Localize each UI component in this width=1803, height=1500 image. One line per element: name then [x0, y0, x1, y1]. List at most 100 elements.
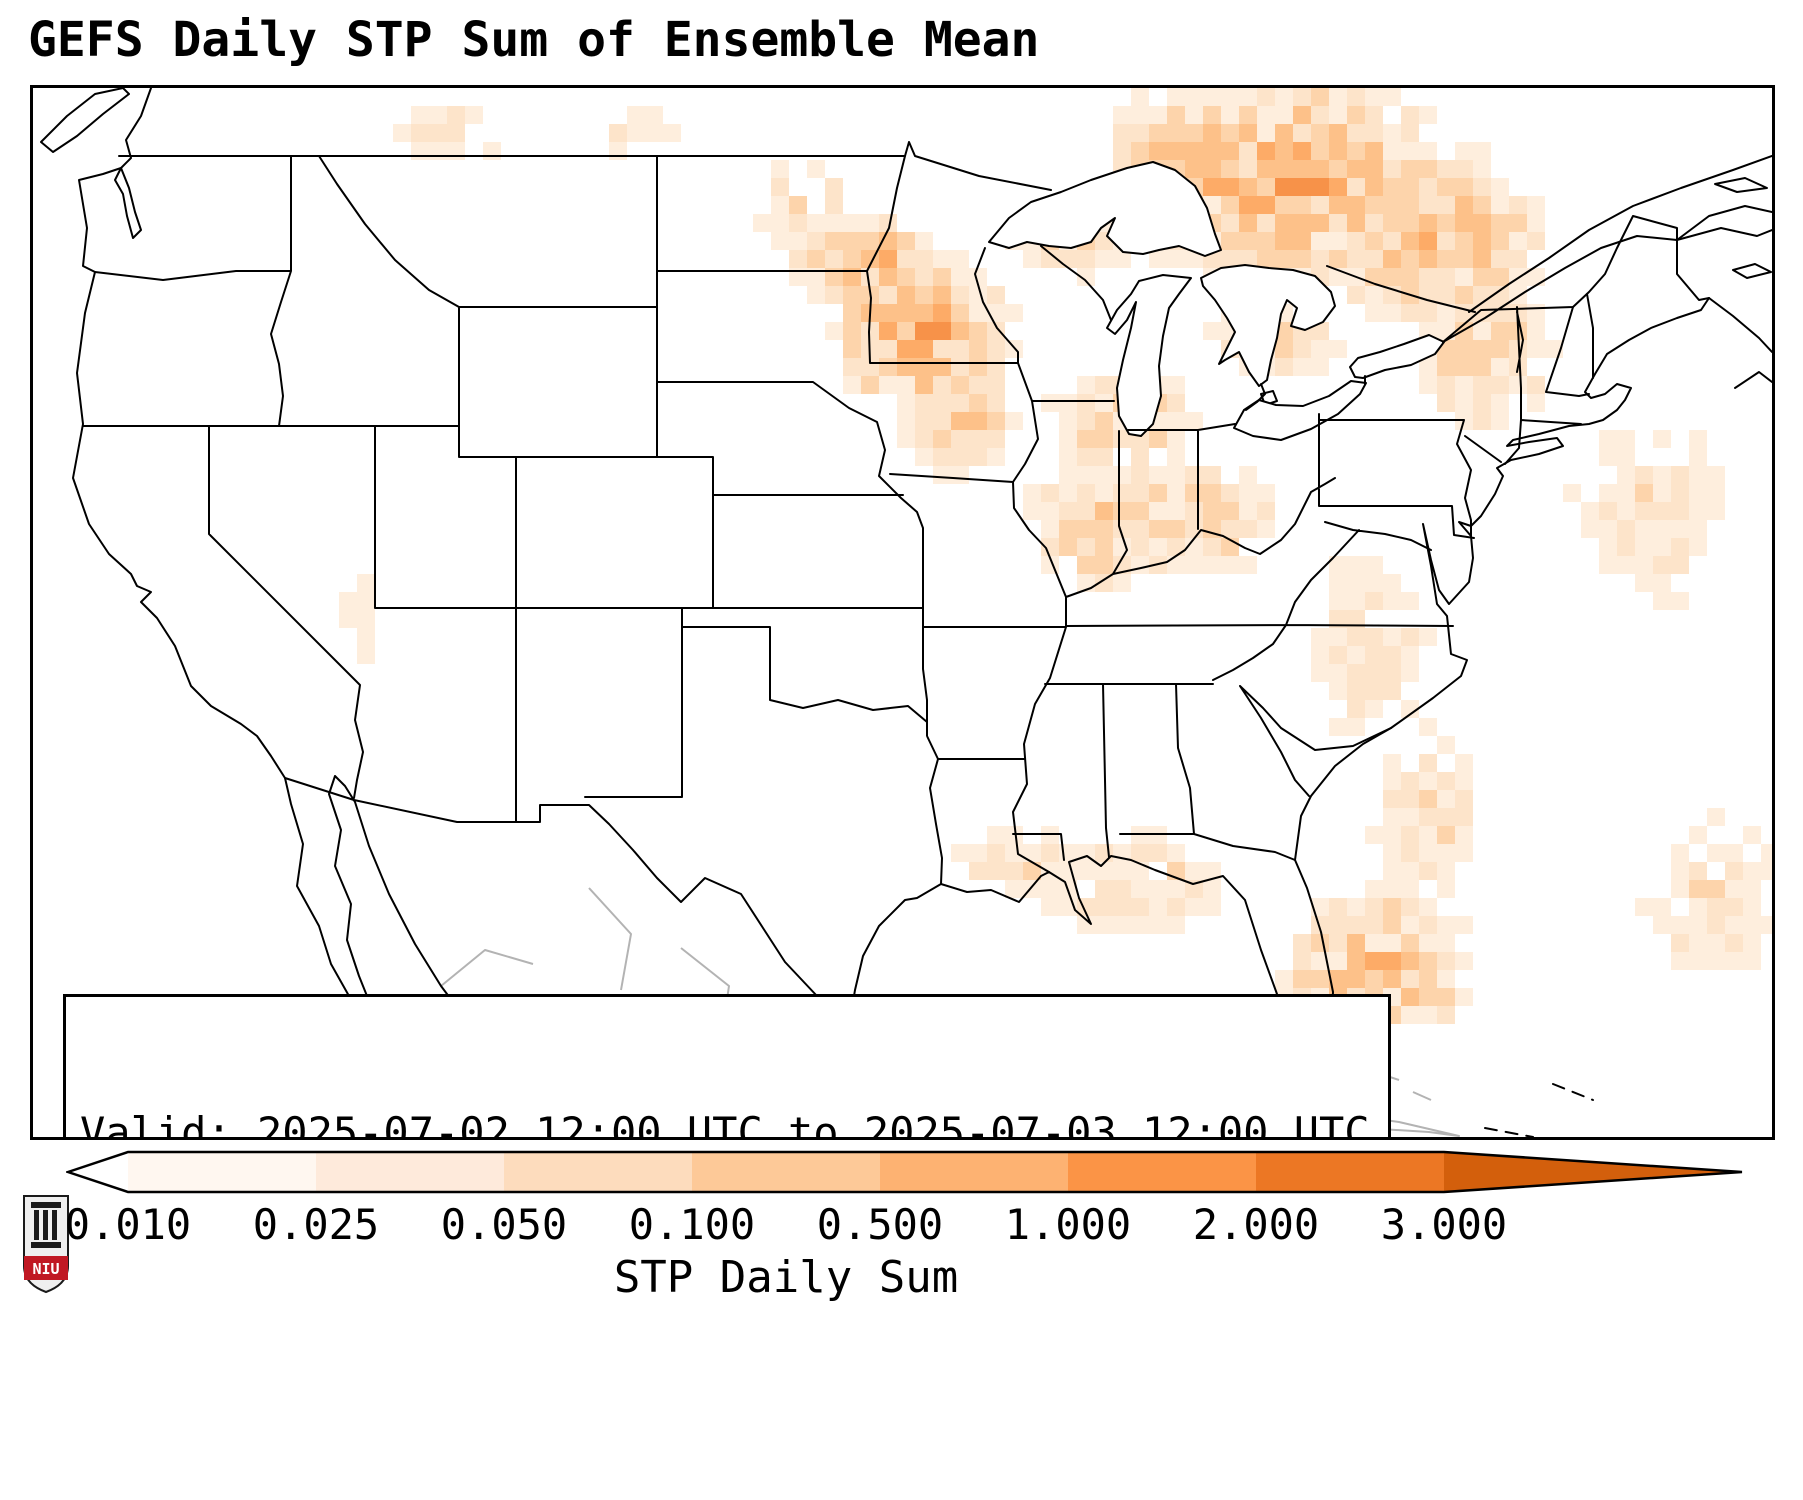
- stp-heatmap-cell: [1041, 898, 1059, 916]
- stp-heatmap-cell: [1455, 844, 1473, 862]
- stp-heatmap-cell: [1059, 394, 1077, 412]
- colorbar-tick-label: 2.000: [1192, 1200, 1320, 1249]
- stp-heatmap-cell: [1689, 826, 1707, 844]
- stp-heatmap-cell: [1311, 358, 1329, 376]
- stp-heatmap-cell: [1599, 538, 1617, 556]
- stp-heatmap-cell: [1347, 592, 1365, 610]
- stp-heatmap-cell: [1077, 484, 1095, 502]
- stp-heatmap-cell: [1635, 484, 1653, 502]
- stp-heatmap-cell: [1131, 502, 1149, 520]
- stp-heatmap-cell: [1473, 412, 1491, 430]
- stp-heatmap-cell: [1419, 1006, 1437, 1024]
- stp-heatmap-cell: [1095, 844, 1113, 862]
- stp-heatmap-cell: [1653, 520, 1671, 538]
- stp-heatmap-cell: [1383, 142, 1401, 160]
- us-map: [40, 88, 1772, 1137]
- stp-heatmap-cell: [1185, 106, 1203, 124]
- stp-heatmap-cell: [1635, 520, 1653, 538]
- stp-heatmap-cell: [1095, 394, 1113, 412]
- stp-heatmap-cell: [1455, 250, 1473, 268]
- stp-heatmap-cell: [1491, 286, 1509, 304]
- stp-heatmap-cell: [1491, 376, 1509, 394]
- stp-heatmap-cell: [1239, 502, 1257, 520]
- stp-heatmap-cell: [1059, 412, 1077, 430]
- bahamas-dashes: [1484, 1083, 1594, 1137]
- stp-heatmap-cell: [1419, 718, 1437, 736]
- stp-heatmap-cell: [1401, 916, 1419, 934]
- stp-heatmap-cell: [1491, 214, 1509, 232]
- stp-heatmap-cell: [1653, 916, 1671, 934]
- stp-heatmap-cell: [1221, 178, 1239, 196]
- stp-heatmap-cell: [933, 430, 951, 448]
- stp-heatmap-cell: [1059, 520, 1077, 538]
- stp-heatmap-cell: [1653, 898, 1671, 916]
- stp-heatmap-cell: [1023, 862, 1041, 880]
- stp-heatmap-cell: [1329, 664, 1347, 682]
- stp-heatmap-cell: [1401, 106, 1419, 124]
- stp-heatmap-cell: [1257, 178, 1275, 196]
- stp-heatmap-cell: [1455, 394, 1473, 412]
- stp-heatmap-cell: [1473, 214, 1491, 232]
- stp-heatmap-cell: [1185, 538, 1203, 556]
- stp-heatmap-cell: [1077, 268, 1095, 286]
- stp-heatmap-cell: [1455, 916, 1473, 934]
- stp-heatmap-cell: [1689, 898, 1707, 916]
- stp-heatmap-cell: [1491, 178, 1509, 196]
- stp-heatmap-cell: [1437, 232, 1455, 250]
- stp-heatmap-cell: [1707, 844, 1725, 862]
- stp-heatmap-cell: [987, 844, 1005, 862]
- stp-heatmap-cell: [969, 430, 987, 448]
- stp-heatmap-cell: [1617, 448, 1635, 466]
- stp-heatmap-cell: [843, 376, 861, 394]
- stp-heatmap-cell: [1671, 862, 1689, 880]
- stp-heatmap-cell: [1293, 232, 1311, 250]
- stp-heatmap-cell: [1293, 196, 1311, 214]
- stp-heatmap-cell: [339, 592, 357, 610]
- great-lakes: [988, 161, 1445, 441]
- stp-heatmap-cell: [1599, 430, 1617, 448]
- stp-heatmap-cell: [1347, 88, 1365, 106]
- stp-heatmap-cell: [1347, 970, 1365, 988]
- stp-heatmap-cell: [951, 448, 969, 466]
- stp-heatmap-cell: [1365, 106, 1383, 124]
- stp-heatmap-cell: [1329, 178, 1347, 196]
- stp-heatmap-cell: [1401, 790, 1419, 808]
- stp-heatmap-cell: [1437, 772, 1455, 790]
- stp-heatmap-cell: [1257, 484, 1275, 502]
- stp-heatmap-cell: [1041, 394, 1059, 412]
- stp-heatmap-cell: [1455, 772, 1473, 790]
- stp-heatmap-cell: [1365, 664, 1383, 682]
- stp-heatmap-cell: [1347, 664, 1365, 682]
- stp-heatmap-cell: [1455, 988, 1473, 1006]
- stp-heatmap-cell: [1311, 952, 1329, 970]
- stp-heatmap-cell: [1167, 124, 1185, 142]
- stp-heatmap-cell: [1455, 808, 1473, 826]
- stp-heatmap-cell: [1077, 394, 1095, 412]
- stp-heatmap-cell: [1329, 898, 1347, 916]
- gulf-atlantic-coast: [848, 297, 1710, 1061]
- stp-heatmap-cell: [1437, 826, 1455, 844]
- stp-heatmap-cell: [1743, 916, 1761, 934]
- stp-heatmap-cell: [1131, 124, 1149, 142]
- stp-heatmap-cell: [933, 394, 951, 412]
- stp-heatmap-cell: [1437, 808, 1455, 826]
- stp-heatmap-cell: [1113, 142, 1131, 160]
- stp-heatmap-cell: [1203, 556, 1221, 574]
- lake-superior: [988, 161, 1222, 257]
- stp-heatmap-cell: [1311, 178, 1329, 196]
- stp-heatmap-cell: [1689, 484, 1707, 502]
- stp-heatmap-cell: [1365, 628, 1383, 646]
- stp-heatmap-cell: [1275, 340, 1293, 358]
- stp-heatmap-cell: [1293, 250, 1311, 268]
- stp-heatmap-cell: [1239, 196, 1257, 214]
- stp-heatmap-cell: [1149, 106, 1167, 124]
- stp-heatmap-cell: [951, 340, 969, 358]
- stp-heatmap-cell: [1113, 484, 1131, 502]
- stp-heatmap-cell: [1725, 916, 1743, 934]
- stp-heatmap-cell: [1365, 646, 1383, 664]
- stp-heatmap-cell: [1617, 538, 1635, 556]
- stp-heatmap-cell: [1527, 232, 1545, 250]
- stp-heatmap-cell: [1383, 970, 1401, 988]
- stp-heatmap-cell: [1419, 214, 1437, 232]
- lake-huron: [1200, 264, 1336, 387]
